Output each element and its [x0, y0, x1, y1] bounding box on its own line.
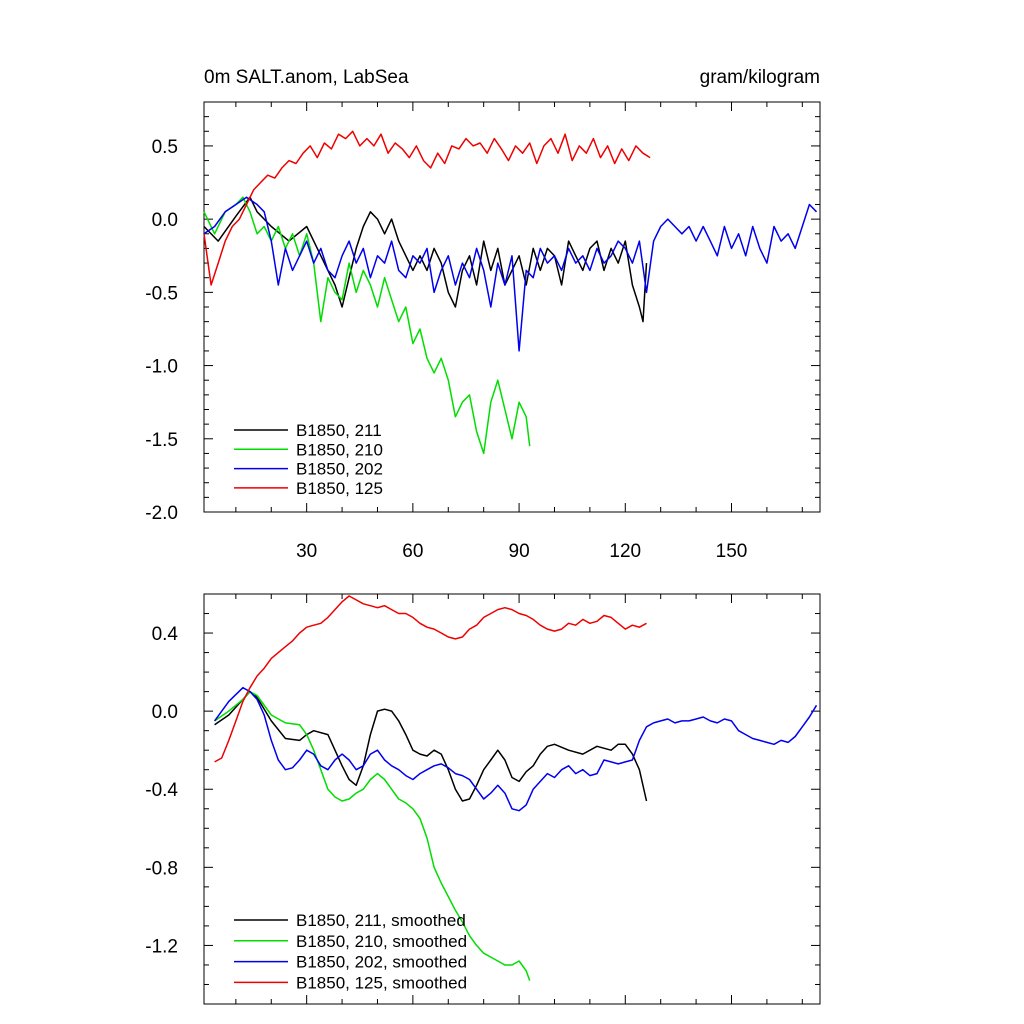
legend-label: B1850, 125, smoothed	[296, 973, 467, 992]
series-line	[213, 686, 818, 812]
y-tick-label: 0.5	[152, 137, 178, 158]
top-title-right: gram/kilogram	[700, 67, 820, 88]
legend-label: B1850, 211	[296, 421, 382, 440]
y-tick-label: -1.5	[145, 430, 178, 451]
y-tick-label: 0.0	[152, 210, 178, 231]
series-line	[203, 196, 531, 455]
series-line	[214, 595, 647, 763]
top-panel: 0m SALT.anom, LabSea gram/kilogram 0.50.…	[145, 67, 821, 562]
bottom-legend: B1850, 211, smoothed B1850, 210, smoothed…	[234, 911, 467, 992]
legend-label: B1850, 125	[296, 479, 383, 498]
y-tick-label: 0.4	[152, 624, 179, 645]
x-tick-label: 150	[716, 541, 748, 562]
legend-label: B1850, 202, smoothed	[296, 953, 467, 972]
top-ticks	[204, 101, 820, 513]
y-tick-label: -2.0	[145, 503, 178, 524]
series-line	[203, 130, 651, 286]
series-line	[214, 690, 648, 802]
bottom-ticks	[204, 593, 820, 1005]
y-tick-label: -1.2	[145, 936, 178, 957]
bottom-plot-frame	[203, 593, 821, 1005]
x-tick-label: 120	[609, 541, 641, 562]
y-tick-label: 0.0	[152, 702, 178, 723]
x-tick-label: 30	[296, 541, 317, 562]
y-tick-label: -0.5	[145, 283, 178, 304]
series-line	[203, 196, 648, 323]
x-tick-label: 90	[509, 541, 530, 562]
bottom-panel: 0.40.0-0.4-0.8-1.2 B1850, 211, smoothedB…	[145, 593, 821, 1005]
top-title-left: 0m SALT.anom, LabSea	[204, 67, 409, 88]
legend-label: B1850, 210, smoothed	[296, 932, 467, 951]
y-tick-label: -1.0	[145, 357, 178, 378]
y-tick-label: -0.8	[145, 858, 178, 879]
legend-label: B1850, 202	[296, 460, 383, 479]
legend-label: B1850, 210	[296, 440, 383, 459]
series-line	[203, 196, 818, 352]
x-tick-label: 60	[402, 541, 423, 562]
top-x-tick-labels: 30 60 90 120 150	[296, 541, 747, 562]
top-y-tick-labels: 0.5 0.0 -0.5 -1.0 -1.5 -2.0	[145, 137, 178, 524]
series-line	[214, 690, 531, 981]
bottom-y-tick-labels: 0.4 0.0 -0.4 -0.8 -1.2	[145, 624, 178, 957]
legend-label: B1850, 211, smoothed	[296, 911, 466, 930]
top-series-group	[203, 130, 818, 455]
bottom-series-group	[213, 595, 818, 981]
y-tick-label: -0.4	[145, 780, 178, 801]
